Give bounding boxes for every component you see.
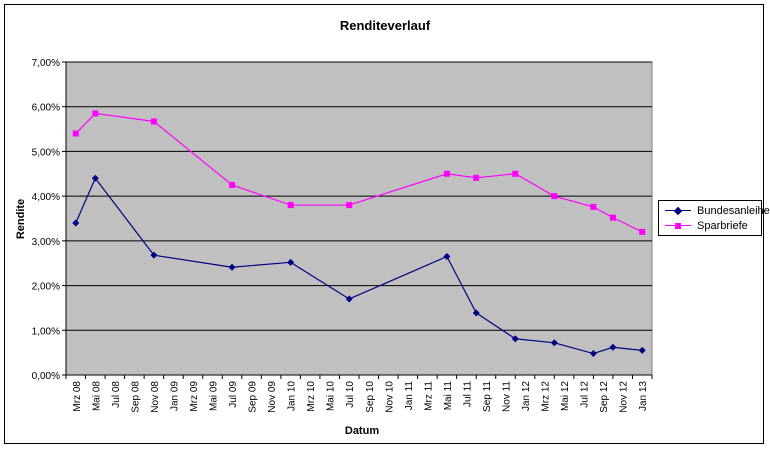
- data-point: [443, 253, 451, 261]
- legend: Bundesanleihen Sparbriefe: [658, 200, 770, 236]
- data-point: [638, 346, 646, 354]
- x-axis-label: Datum: [345, 425, 379, 437]
- legend-label: Sparbriefe: [697, 220, 748, 232]
- x-tick-label: Mrz 08: [72, 381, 83, 412]
- data-point: [512, 170, 519, 177]
- chart-title: Renditeverlauf: [340, 18, 431, 33]
- x-tick-label: Jul 10: [345, 381, 356, 408]
- x-tick-label: Mrz 10: [306, 381, 317, 412]
- x-tick-label: Nov 11: [502, 381, 513, 412]
- data-point: [472, 309, 480, 317]
- x-tick-label: Jul 08: [111, 381, 122, 408]
- x-tick-label: Sep 11: [482, 381, 493, 412]
- x-tick-label: Jan 11: [404, 381, 415, 411]
- x-tick-label: Nov 08: [150, 381, 161, 413]
- data-point: [609, 214, 616, 221]
- data-point: [228, 263, 236, 271]
- legend-swatch: [663, 220, 693, 232]
- x-tick-label: Mai 12: [560, 381, 571, 411]
- y-tick-label: 0,00%: [32, 371, 60, 382]
- data-point: [639, 228, 646, 235]
- data-point: [150, 118, 157, 125]
- x-tick-label: Mai 10: [326, 381, 337, 411]
- x-tick-label: Mrz 11: [423, 381, 434, 411]
- x-tick-label: Jul 12: [580, 381, 591, 408]
- x-tick-label: Sep 12: [599, 381, 610, 413]
- data-point: [550, 339, 558, 347]
- x-tick-label: Mai 11: [443, 381, 454, 411]
- legend-item-bundesanleihen: Bundesanleihen: [663, 204, 770, 218]
- legend-swatch: [663, 205, 693, 217]
- data-point: [72, 219, 80, 227]
- x-tick-label: Sep 08: [130, 381, 141, 413]
- data-point: [511, 335, 519, 343]
- x-tick-label: Jan 10: [287, 381, 298, 411]
- x-tick-label: Mai 08: [91, 381, 102, 411]
- x-tick-label: Jan 13: [638, 381, 649, 411]
- y-tick-label: 1,00%: [32, 326, 60, 337]
- data-point: [473, 174, 480, 181]
- x-tick-label: Nov 12: [619, 381, 630, 413]
- data-point: [287, 258, 295, 266]
- x-tick-label: Jul 11: [462, 381, 473, 407]
- x-tick-label: Jan 12: [521, 381, 532, 411]
- x-tick-label: Mrz 12: [541, 381, 552, 412]
- x-tick-label: Sep 10: [365, 381, 376, 413]
- x-tick-label: Jan 09: [169, 381, 180, 411]
- data-point: [72, 130, 79, 137]
- plot-area: [65, 61, 653, 376]
- x-tick-label: Nov 10: [384, 381, 395, 413]
- data-point: [287, 202, 294, 209]
- data-point: [150, 251, 158, 259]
- diamond-marker-icon: [673, 206, 683, 216]
- data-point: [609, 343, 617, 351]
- y-tick-label: 2,00%: [32, 282, 60, 293]
- data-point: [443, 170, 450, 177]
- x-tick-label: Jul 09: [228, 381, 239, 408]
- y-tick-label: 5,00%: [32, 147, 60, 158]
- data-point: [229, 181, 236, 188]
- x-tick-label: Sep 09: [248, 381, 259, 413]
- y-tick-label: 7,00%: [32, 58, 60, 69]
- y-tick-label: 6,00%: [32, 103, 60, 114]
- x-tick-label: Mai 09: [209, 381, 220, 411]
- y-tick-label: 4,00%: [32, 192, 60, 203]
- x-tick-label: Mrz 09: [189, 381, 200, 412]
- data-point: [346, 202, 353, 209]
- data-point: [91, 174, 99, 182]
- legend-label: Bundesanleihen: [697, 205, 770, 217]
- data-point: [590, 203, 597, 210]
- y-tick-label: 3,00%: [32, 237, 60, 248]
- x-tick-label: Nov 09: [267, 381, 278, 413]
- square-marker-icon: [675, 223, 681, 229]
- data-point: [92, 110, 99, 117]
- data-point: [589, 350, 597, 358]
- data-point: [345, 295, 353, 303]
- data-point: [551, 193, 558, 200]
- y-axis-label: Rendite: [15, 199, 27, 239]
- legend-item-sparbriefe: Sparbriefe: [663, 219, 748, 233]
